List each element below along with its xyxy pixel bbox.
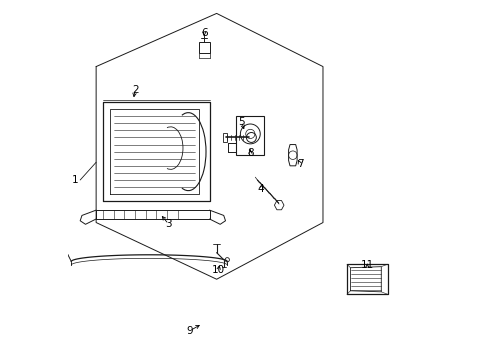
Text: 6: 6 xyxy=(201,28,208,38)
Text: 2: 2 xyxy=(132,85,139,95)
Text: 8: 8 xyxy=(247,148,254,158)
Text: 1: 1 xyxy=(72,175,79,185)
Text: 11: 11 xyxy=(361,260,374,270)
Text: 10: 10 xyxy=(212,265,225,275)
Text: 9: 9 xyxy=(187,326,194,336)
Text: 4: 4 xyxy=(258,184,264,194)
Text: 3: 3 xyxy=(166,219,172,229)
Text: 5: 5 xyxy=(238,117,245,126)
Text: 7: 7 xyxy=(296,159,303,169)
